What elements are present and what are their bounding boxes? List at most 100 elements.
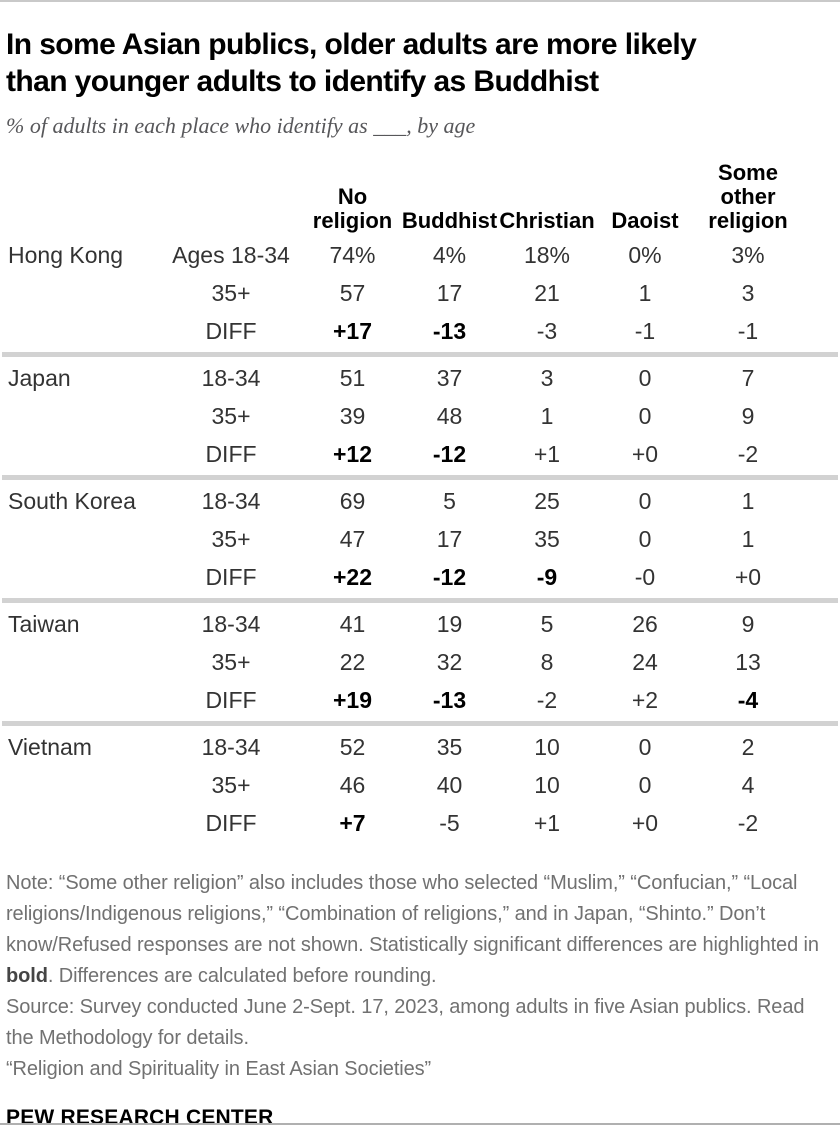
table-row: DIFF +22 -12 -9 -0 +0: [6, 558, 834, 596]
value-cell: +0: [734, 563, 762, 590]
value-cell: 1: [741, 525, 755, 552]
value-cell: 9: [741, 402, 755, 429]
value-cell: 9: [741, 610, 755, 637]
footer-notes: Note: “Some other religion” also include…: [6, 868, 834, 1085]
value-cell: 13: [735, 648, 761, 675]
value-cell: 18%: [523, 241, 571, 268]
value-cell: 32: [436, 648, 463, 675]
value-cell: 3%: [731, 241, 765, 268]
table-row: Taiwan 18-34 41 19 5 26 9: [6, 605, 834, 643]
value-cell: 0: [638, 771, 652, 798]
country-label: Japan: [8, 364, 71, 391]
table-row: 35+ 39 48 1 0 9: [6, 397, 834, 435]
value-cell: 40: [436, 771, 463, 798]
value-cell: 35: [534, 525, 560, 552]
value-cell: 7: [741, 364, 755, 391]
column-header-buddhist: Buddhist: [401, 208, 498, 233]
value-cell: -2: [737, 809, 759, 836]
table-row: 35+ 46 40 10 0 4: [6, 766, 834, 804]
age-group-label: 35+: [211, 402, 251, 429]
age-group-label: 18-34: [201, 610, 261, 637]
value-cell: 10: [534, 771, 560, 798]
note-text: Note: “Some other religion” also include…: [6, 868, 834, 992]
section-divider: [2, 721, 838, 726]
value-cell: -13: [432, 686, 467, 713]
section-divider: [2, 352, 838, 357]
bottom-rule: [0, 1123, 840, 1125]
source-text: Source: Survey conducted June 2-Sept. 17…: [6, 996, 805, 1049]
page-title: In some Asian publics, older adults are …: [6, 26, 834, 100]
country-label: Vietnam: [8, 733, 92, 760]
value-cell: 1: [638, 279, 652, 306]
section-divider: [2, 475, 838, 480]
age-group-label: 18-34: [201, 364, 261, 391]
value-cell: +1: [533, 440, 561, 467]
table-row: 35+ 22 32 8 24 13: [6, 643, 834, 681]
value-cell: +12: [332, 440, 372, 467]
table-row: DIFF +12 -12 +1 +0 -2: [6, 435, 834, 473]
value-cell: +2: [631, 686, 659, 713]
table-row: Japan 18-34 51 37 3 0 7: [6, 359, 834, 397]
value-cell: +0: [631, 809, 659, 836]
column-header-no-religion: No religion: [312, 184, 393, 233]
value-cell: -5: [439, 809, 460, 836]
value-cell: -2: [737, 440, 759, 467]
table-row: 35+ 47 17 35 0 1: [6, 520, 834, 558]
value-cell: 74%: [329, 241, 376, 268]
age-group-label: DIFF: [205, 563, 257, 590]
value-cell: 22: [339, 648, 366, 675]
column-header-some-other-religion: Some other religion: [708, 160, 788, 233]
top-rule: [0, 0, 840, 2]
table-row: DIFF +19 -13 -2 +2 -4: [6, 681, 834, 719]
value-cell: 8: [540, 648, 554, 675]
value-cell: 17: [436, 279, 463, 306]
table-header-row: No religion Buddhist Christian Daoist So…: [6, 161, 834, 236]
value-cell: 21: [534, 279, 560, 306]
column-header-christian: Christian: [499, 208, 595, 233]
age-group-label: DIFF: [205, 317, 257, 344]
citation-text: “Religion and Spirituality in East Asian…: [6, 1058, 432, 1080]
value-cell: 26: [632, 610, 658, 637]
value-cell: 10: [534, 733, 560, 760]
age-group-label: 18-34: [201, 733, 261, 760]
age-group-label: 35+: [211, 279, 251, 306]
value-cell: +19: [332, 686, 372, 713]
value-cell: 1: [741, 487, 755, 514]
value-cell: 0: [638, 525, 652, 552]
brand-pew-research-center: PEW RESEARCH CENTER: [6, 1106, 274, 1129]
column-header-daoist: Daoist: [611, 208, 679, 233]
value-cell: -3: [536, 317, 558, 344]
value-cell: 3: [741, 279, 755, 306]
value-cell: 51: [339, 364, 366, 391]
table-row: DIFF +7 -5 +1 +0 -2: [6, 804, 834, 842]
value-cell: -12: [432, 440, 467, 467]
value-cell: 4%: [432, 241, 467, 268]
value-cell: 5: [540, 610, 554, 637]
age-group-label: 35+: [211, 771, 251, 798]
value-cell: 47: [339, 525, 366, 552]
title-line-2: than younger adults to identify as Buddh…: [6, 65, 599, 98]
age-group-label: DIFF: [205, 440, 257, 467]
section-divider: [2, 598, 838, 603]
value-cell: 3: [540, 364, 554, 391]
value-cell: 57: [339, 279, 366, 306]
table-row: Vietnam 18-34 52 35 10 0 2: [6, 728, 834, 766]
age-group-label: 35+: [211, 525, 251, 552]
value-cell: +22: [332, 563, 372, 590]
value-cell: +7: [339, 809, 366, 836]
value-cell: -12: [432, 563, 467, 590]
value-cell: 2: [741, 733, 755, 760]
value-cell: 25: [534, 487, 560, 514]
value-cell: -9: [536, 563, 558, 590]
value-cell: 24: [632, 648, 658, 675]
age-group-label: Ages 18-34: [172, 241, 290, 268]
country-label: South Korea: [8, 487, 136, 514]
note-prefix: Note: “Some other religion” also include…: [6, 872, 819, 956]
value-cell: 19: [436, 610, 463, 637]
country-label: Hong Kong: [8, 241, 124, 268]
value-cell: 1: [540, 402, 554, 429]
age-group-label: DIFF: [205, 809, 257, 836]
value-cell: +1: [533, 809, 561, 836]
value-cell: +17: [332, 317, 372, 344]
